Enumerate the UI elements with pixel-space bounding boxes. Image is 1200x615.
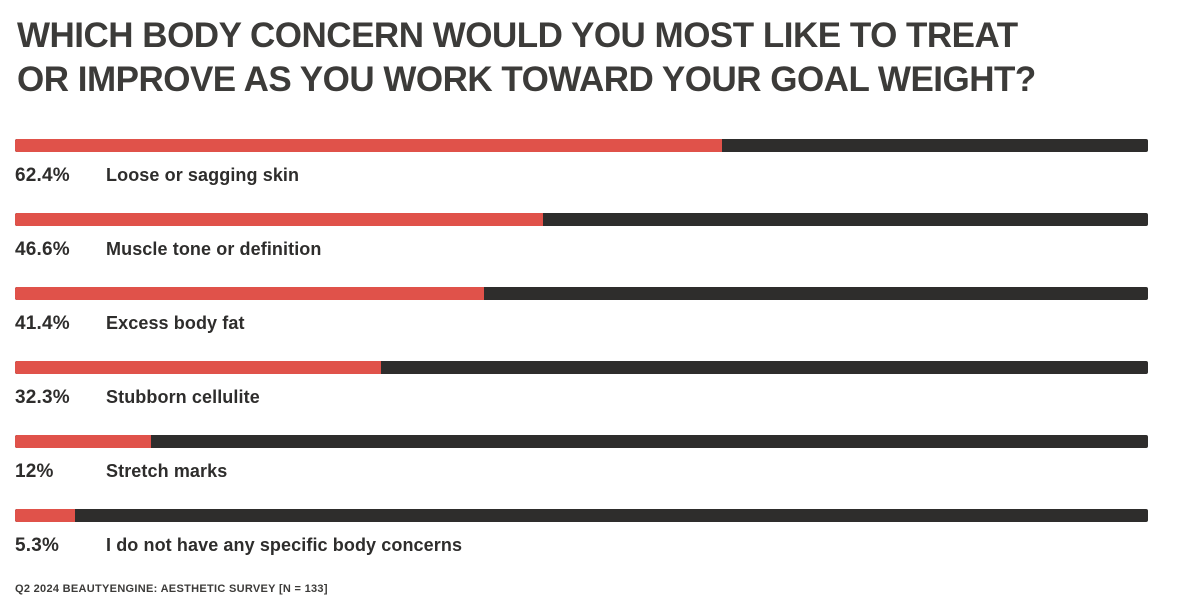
bar-category-label: Loose or sagging skin: [106, 165, 300, 186]
bar-track: [15, 213, 1148, 227]
bar-value-label: 5.3%: [15, 535, 60, 557]
bar-category-label: Stretch marks: [106, 461, 228, 482]
bar-fill: [15, 287, 485, 301]
bar-label-row: 12% Stretch marks: [15, 461, 1148, 483]
bar-track: [15, 509, 1148, 523]
bar-label-row: 46.6% Muscle tone or definition: [15, 239, 1148, 261]
bar-value-label: 41.4%: [15, 313, 70, 335]
chart-row: 5.3% I do not have any specific body conc…: [15, 509, 1148, 557]
bar-label-row: 62.4% Loose or sagging skin: [15, 165, 1148, 187]
chart-title: WHICH BODY CONCERN WOULD YOU MOST LIKE T…: [17, 16, 1036, 100]
bar-label-row: 41.4% Excess body fat: [15, 313, 1148, 335]
bar-category-label: Muscle tone or definition: [106, 239, 322, 260]
chart-row: 41.4% Excess body fat: [15, 287, 1148, 335]
bar-fill: [15, 213, 543, 227]
bar-value-label: 12%: [15, 461, 54, 483]
chart-row: 32.3% Stubborn cellulite: [15, 361, 1148, 409]
bar-track: [15, 435, 1148, 449]
bar-fill: [15, 139, 722, 153]
chart-row: 46.6% Muscle tone or definition: [15, 213, 1148, 261]
bar-category-label: Excess body fat: [106, 313, 245, 334]
bar-fill: [15, 435, 151, 449]
bar-value-label: 46.6%: [15, 239, 70, 261]
bar-fill: [15, 509, 76, 523]
bar-category-label: Stubborn cellulite: [106, 387, 260, 408]
bar-value-label: 32.3%: [15, 387, 70, 409]
bar-track: [15, 361, 1148, 375]
bar-track: [15, 139, 1148, 153]
bar-value-label: 62.4%: [15, 165, 70, 187]
bar-category-label: I do not have any specific body concerns: [106, 535, 463, 556]
bar-track: [15, 287, 1148, 301]
chart-row: 62.4% Loose or sagging skin: [15, 139, 1148, 187]
bar-label-row: 32.3% Stubborn cellulite: [15, 387, 1148, 409]
chart-row: 12% Stretch marks: [15, 435, 1148, 483]
bar-fill: [15, 361, 381, 375]
bar-label-row: 5.3% I do not have any specific body conc…: [15, 535, 1148, 557]
chart-rows: 62.4% Loose or sagging skin 46.6% Muscle to…: [15, 139, 1148, 557]
source-note: Q2 2024 BEAUTYENGINE: AESTHETIC SURVEY […: [15, 583, 328, 596]
